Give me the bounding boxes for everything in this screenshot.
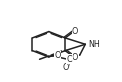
Text: NH: NH	[88, 40, 100, 49]
Text: O: O	[72, 53, 78, 62]
Text: O: O	[72, 27, 78, 36]
Text: C: C	[67, 55, 72, 64]
Text: O: O	[63, 63, 69, 72]
Text: O: O	[54, 51, 61, 60]
